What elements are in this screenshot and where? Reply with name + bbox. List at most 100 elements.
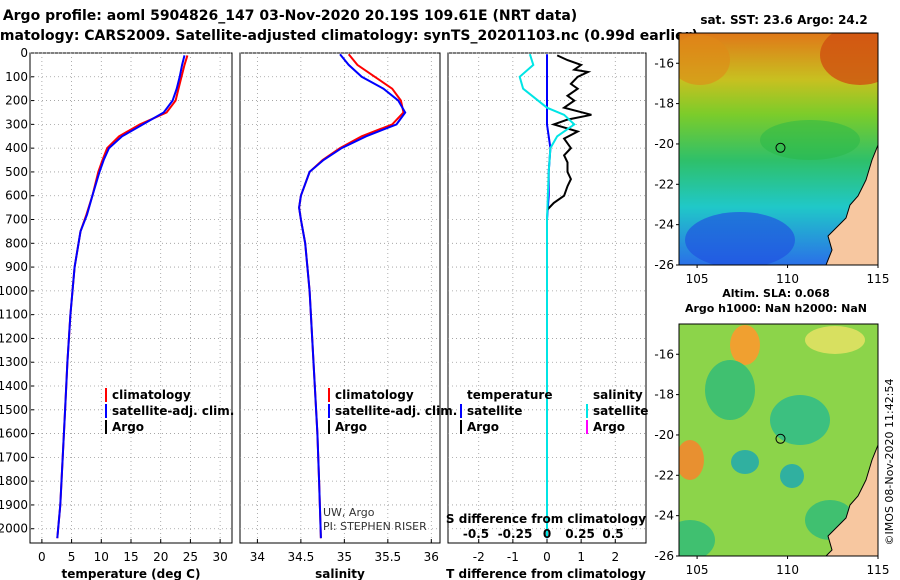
depth-tick-label: 500 <box>5 165 28 179</box>
x-tick-label: -1 <box>507 550 519 564</box>
sla-low-patch <box>780 464 804 488</box>
salinity-gridlines <box>240 52 440 543</box>
x-tick-label: 5 <box>68 550 76 564</box>
legend-s-argo-label: Argo <box>593 420 625 434</box>
depth-tick-label: 300 <box>5 117 28 131</box>
sla-high-patch <box>730 325 760 365</box>
depth-tick-label: 1100 <box>0 308 28 322</box>
figure-title-line1: Argo profile: aoml 5904826_147 03-Nov-20… <box>3 8 577 24</box>
depth-tick-label: 100 <box>5 70 28 84</box>
s-tick-label: -0.25 <box>498 527 533 541</box>
x-tick-label: 25 <box>183 550 198 564</box>
x-tick-label: 34.5 <box>288 550 315 564</box>
depth-tick-label: 400 <box>5 141 28 155</box>
depth-tick-label: 0 <box>20 46 28 60</box>
sst-map <box>679 33 878 265</box>
map-lat-label: -20 <box>654 137 674 151</box>
sst-map-frame <box>678 32 879 266</box>
depth-tick-label: 2000 <box>0 522 28 536</box>
map-lat-label: -24 <box>654 509 674 523</box>
depth-tick-label: 1600 <box>0 427 28 441</box>
series-line-s-satellite <box>518 53 576 539</box>
sla-high-patch <box>805 326 865 354</box>
map-lat-label: -26 <box>654 549 674 563</box>
map-lat-label: -16 <box>654 56 674 70</box>
salinity-panel <box>239 52 441 544</box>
map-lat-label: -20 <box>654 428 674 442</box>
legend-left-title: temperature <box>467 388 552 402</box>
sla-map-frame <box>678 323 879 557</box>
s-difference-label: S difference from climatology <box>446 512 646 526</box>
depth-tick-label: 1400 <box>0 379 28 393</box>
sla-low-patch <box>679 520 715 556</box>
x-tick-label: 34 <box>250 550 265 564</box>
sla-low-patch <box>731 450 759 474</box>
map-lat-label: -16 <box>654 347 674 361</box>
sst-map-ticks: -16 -18 -20 -22 -24 -26 105 110 115 <box>654 56 889 286</box>
temperature-series <box>56 55 189 539</box>
australia-coast <box>825 144 878 265</box>
salinity-series <box>298 53 407 539</box>
depth-tick-label: 1900 <box>0 498 28 512</box>
salinity-annotation-2: PI: STEPHEN RISER <box>323 520 427 533</box>
x-tick-label: 35.5 <box>374 550 401 564</box>
depth-tick-label: 800 <box>5 236 28 250</box>
depth-tick-label: 1800 <box>0 474 28 488</box>
salinity-x-ticks: 34 34.5 35 35.5 36 <box>250 539 439 564</box>
s-tick-label: 0.5 <box>602 527 623 541</box>
sla-high-patch <box>679 440 704 480</box>
x-tick-label: 36 <box>424 550 439 564</box>
argo-float-marker <box>775 142 786 153</box>
x-tick-label: 15 <box>123 550 138 564</box>
x-tick-label: 0 <box>543 550 551 564</box>
depth-tick-label: 1700 <box>0 450 28 464</box>
legend-t-argo-label: Argo <box>467 420 499 434</box>
x-tick-label: 35 <box>337 550 352 564</box>
legend-sat-label: satellite-adj. clim. <box>335 404 457 418</box>
legend-right-title: salinity <box>593 388 643 402</box>
x-tick-label: 1 <box>577 550 585 564</box>
legend-t-sat-label: satellite <box>467 404 522 418</box>
x-tick-label: 10 <box>94 550 109 564</box>
x-tick-label: 20 <box>153 550 168 564</box>
difference-xlabel: T difference from climatology <box>446 567 646 580</box>
sla-map <box>679 324 878 556</box>
depth-tick-label: 600 <box>5 189 28 203</box>
sst-cool-patch <box>685 212 795 265</box>
credit-text: ©IMOS 08-Nov-2020 11:42:54 <box>883 379 896 546</box>
map-lat-label: -18 <box>654 97 674 111</box>
figure-title-line2: Climatology: CARS2009. Satellite-adjuste… <box>0 28 698 44</box>
difference-legend-salinity: salinity satellite Argo <box>586 388 648 434</box>
x-tick-label: 30 <box>212 550 227 564</box>
argo-float-marker <box>775 433 786 444</box>
x-tick-label: 0 <box>38 550 46 564</box>
s-tick-label: -0.5 <box>463 527 489 541</box>
legend-argo-label: Argo <box>335 420 367 434</box>
depth-tick-label: 200 <box>5 94 28 108</box>
series-line-satellite-adj-clim- <box>298 53 407 539</box>
legend-clim-label: climatology <box>112 388 191 402</box>
sst-warm-patch <box>820 33 878 85</box>
map-lat-label: -22 <box>654 468 674 482</box>
depth-tick-label: 1300 <box>0 355 28 369</box>
difference-series <box>518 53 592 539</box>
map-lon-label: 110 <box>776 563 799 577</box>
sla-map-title-2: Argo h1000: NaN h2000: NaN <box>685 302 867 315</box>
map-lon-label: 115 <box>867 272 890 286</box>
salinity-annotation-1: UW, Argo <box>323 506 375 519</box>
map-lat-label: -26 <box>654 258 674 272</box>
difference-legend-temperature: temperature satellite Argo <box>460 388 552 434</box>
salinity-legend: climatology satellite-adj. clim. Argo <box>328 388 457 434</box>
s-difference-ticks: -0.5 -0.25 0 0.25 0.5 <box>463 527 624 541</box>
temperature-gridlines <box>30 52 232 543</box>
sla-low-patch <box>705 360 755 420</box>
legend-s-sat-label: satellite <box>593 404 648 418</box>
depth-tick-label: 900 <box>5 260 28 274</box>
depth-tick-label: 700 <box>5 213 28 227</box>
sst-mid-patch <box>760 120 860 160</box>
sla-map-title-1: Altim. SLA: 0.068 <box>722 287 829 300</box>
salinity-xlabel: salinity <box>315 567 365 580</box>
temperature-x-ticks: 0 5 10 15 20 25 30 <box>38 539 228 564</box>
depth-axis: 0 100 200 300 400 500 600 700 800 900 1000 1100 1200… <box>0 46 34 536</box>
